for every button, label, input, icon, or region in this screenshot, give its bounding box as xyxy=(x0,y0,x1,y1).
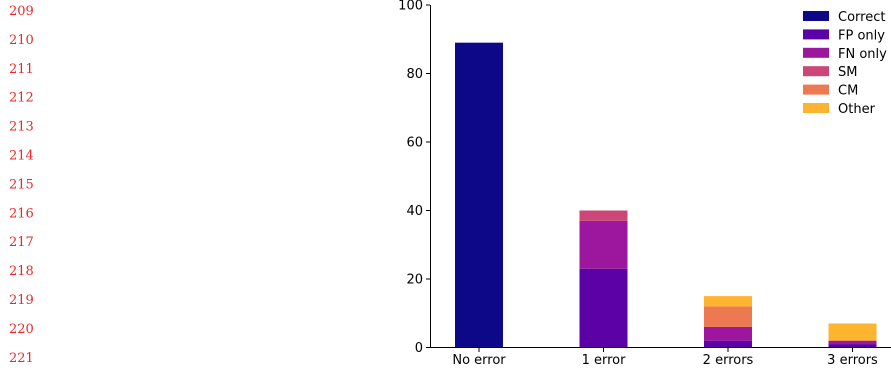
legend-swatch-cm xyxy=(803,84,829,95)
legend-label-fp-only: FP only xyxy=(838,28,885,43)
bar-fn-only-3-errors xyxy=(828,340,877,345)
legend-label-correct: Correct xyxy=(838,10,885,25)
bar-other-2-errors xyxy=(704,296,752,307)
bar-fp-only-2-errors xyxy=(704,340,752,348)
y-tick-label: 20 xyxy=(406,273,423,288)
bar-correct-no-error xyxy=(455,42,503,348)
line-number: 214 xyxy=(9,149,34,164)
y-tick-label: 0 xyxy=(415,341,423,356)
bar-fn-only-2-errors xyxy=(704,326,752,341)
bar-fp-only-1-error xyxy=(579,268,628,348)
legend-label-fn-only: FN only xyxy=(838,47,887,62)
line-number: 212 xyxy=(9,91,34,106)
legend-swatch-sm xyxy=(803,66,829,77)
legend-swatch-fp-only xyxy=(803,29,829,40)
bar-other-3-errors xyxy=(828,323,877,341)
line-number: 220 xyxy=(9,322,34,337)
legend-label-cm: CM xyxy=(838,84,858,99)
bar-fn-only-1-error xyxy=(579,220,628,269)
legend: Correct FP only FN only SM CM Other xyxy=(803,10,887,117)
line-number: 211 xyxy=(9,62,34,77)
y-tick-label: 60 xyxy=(406,136,423,151)
bar-sm-1-error xyxy=(579,210,628,221)
x-tick-label: No error xyxy=(452,353,506,368)
x-tick-label: 1 error xyxy=(582,353,627,368)
bar-cm-2-errors xyxy=(704,306,752,327)
legend-label-sm: SM xyxy=(838,65,857,80)
line-number: 209 xyxy=(9,4,34,19)
line-number: 215 xyxy=(9,177,34,192)
bar-fp-only-3-errors xyxy=(828,344,877,348)
x-axis-ticks: No error 1 error 2 errors 3 errors xyxy=(452,348,878,368)
y-tick-label: 100 xyxy=(398,0,423,14)
legend-swatch-fn-only xyxy=(803,47,829,58)
y-axis-ticks: 0 20 40 60 80 100 xyxy=(398,0,430,356)
y-tick-label: 40 xyxy=(406,204,423,219)
line-number: 218 xyxy=(9,264,34,279)
line-number: 213 xyxy=(9,120,34,135)
legend-swatch-other xyxy=(803,103,829,113)
line-number: 219 xyxy=(9,293,34,308)
line-number: 221 xyxy=(9,351,34,366)
line-number: 210 xyxy=(9,33,34,48)
legend-swatch-correct xyxy=(803,11,829,21)
legend-label-other: Other xyxy=(838,102,876,117)
x-tick-label: 2 errors xyxy=(703,353,754,368)
bars-group xyxy=(455,42,877,348)
line-numbers-column: 209 210 211 212 213 214 215 216 217 218 219 220 221 xyxy=(9,4,34,366)
line-number: 217 xyxy=(9,235,34,250)
y-tick-label: 80 xyxy=(406,67,423,82)
x-tick-label: 3 errors xyxy=(827,353,878,368)
stacked-bar-chart: 0 20 40 60 80 100 No error 1 error 2 errors 3 er… xyxy=(398,0,891,368)
line-number: 216 xyxy=(9,206,34,221)
